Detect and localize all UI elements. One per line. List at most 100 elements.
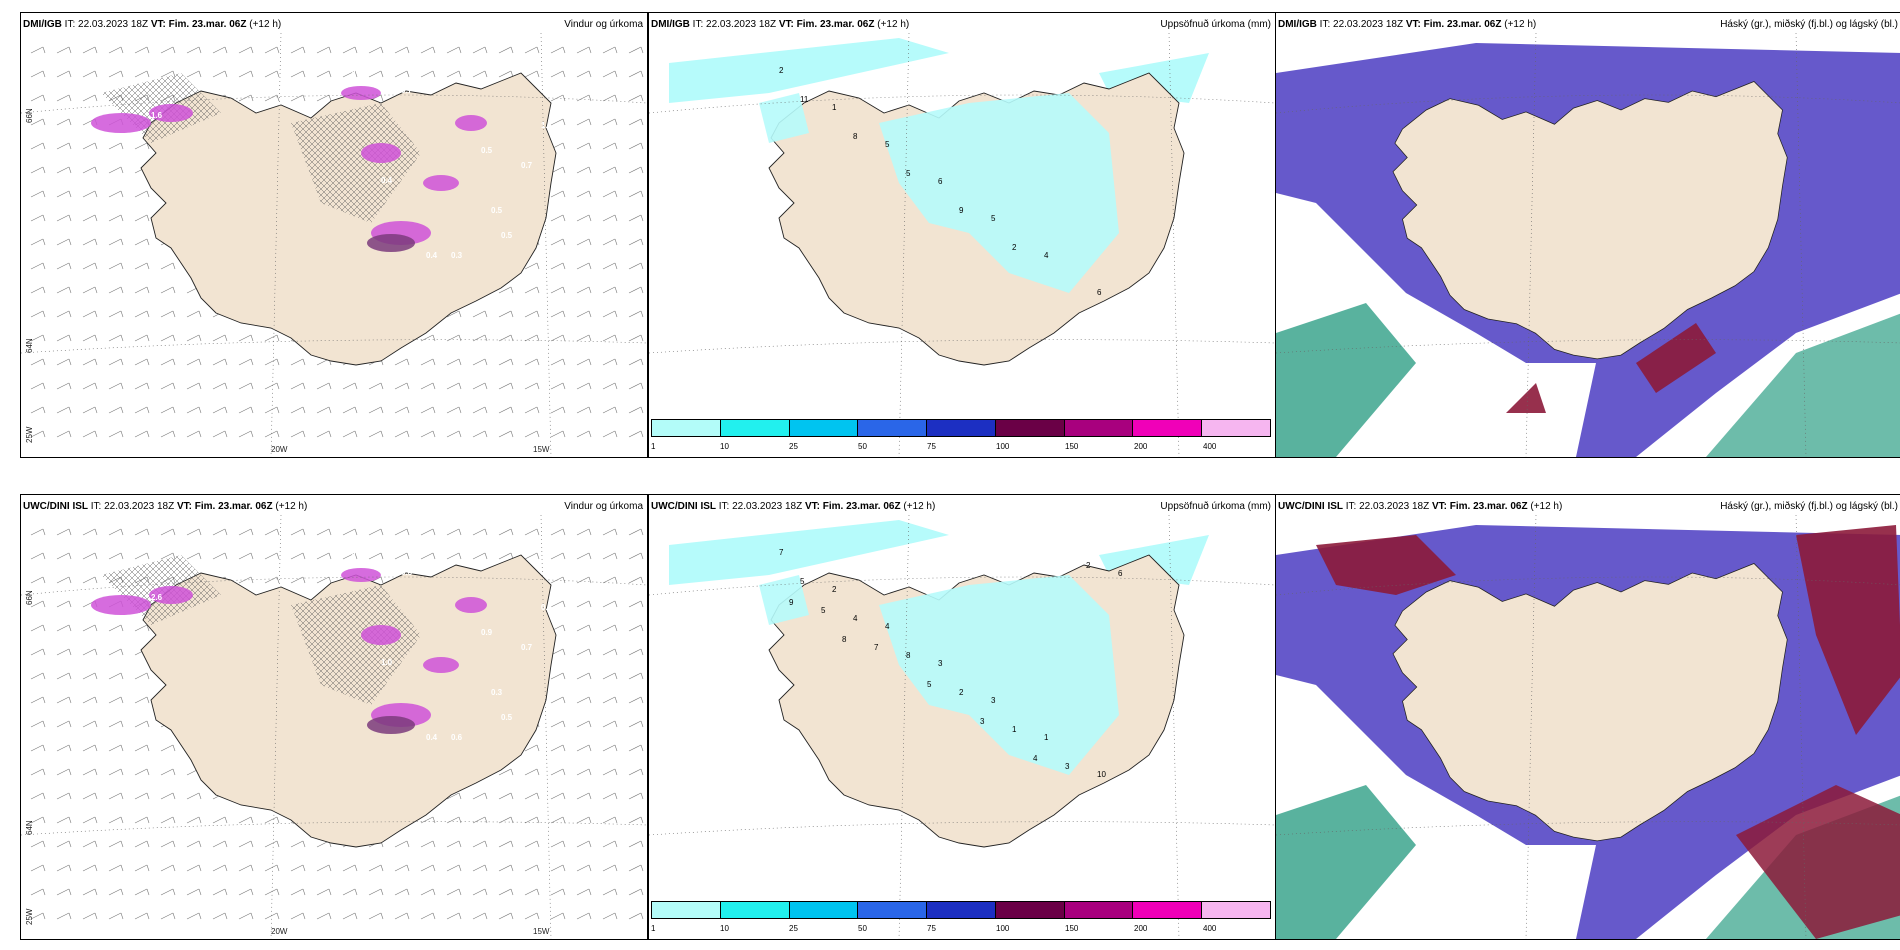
precip-value-label: 6	[1118, 569, 1123, 578]
colorbar-tick-label: 50	[858, 442, 867, 451]
precip-value-label: 0.3	[451, 251, 463, 260]
precip-value-label: 5	[885, 140, 890, 149]
header-it-label: IT:	[692, 19, 704, 30]
precip-blob	[91, 113, 151, 133]
precip-hatch	[291, 585, 421, 705]
axis-label: 20W	[271, 445, 288, 454]
precip-value-label: 0.4	[426, 251, 438, 260]
precip-value-label: 0.6	[351, 66, 363, 75]
low-cloud-area	[1276, 303, 1416, 457]
colorbar-swatch	[1064, 902, 1134, 918]
panel-title: Vindur og úrkoma	[564, 501, 643, 512]
precip-value-label: 4	[853, 614, 858, 623]
panel-title: Uppsöfnuð úrkoma (mm)	[1160, 501, 1271, 512]
precip-value-label: 2.6	[151, 593, 163, 602]
colorbar-swatch	[927, 420, 996, 436]
colorbar-swatch	[652, 902, 721, 918]
map-panel-wind: UWC/DINI ISL IT: 22.03.2023 18Z VT: Fim.…	[20, 494, 648, 940]
precip-value-label: 3	[980, 717, 985, 726]
header-vt: Fim. 23.mar. 06Z	[1449, 501, 1528, 512]
header-it: 22.03.2023 18Z	[104, 501, 175, 512]
colorbar-swatch	[1202, 902, 1271, 918]
header-vt: Fim. 23.mar. 06Z	[822, 501, 901, 512]
precip-value-label: 1.1	[541, 121, 553, 130]
colorbar-swatch	[1064, 420, 1134, 436]
precip-value-label: 4	[885, 622, 890, 631]
precip-value-label: 1.1	[126, 136, 138, 145]
precip-value-label: 2	[1086, 561, 1091, 570]
precip-value-label: 0.5	[501, 713, 513, 722]
header-it-label: IT:	[64, 19, 76, 30]
panel-title: Uppsöfnuð úrkoma (mm)	[1160, 19, 1271, 30]
precip-area	[759, 93, 809, 143]
colorbar-tick-label: 150	[1065, 924, 1079, 933]
colorbar-tick-label: 400	[1203, 924, 1217, 933]
header-model: DMI/IGB	[23, 19, 62, 30]
graticule	[649, 33, 1275, 457]
colorbar-swatch	[858, 902, 928, 918]
precip-value-label: 8	[906, 651, 911, 660]
precip-value-label: 4	[1033, 754, 1038, 763]
panel-title: Háský (gr.), miðský (fj.bl.) og lágský (…	[1720, 501, 1898, 512]
colorbar-tick-label: 10	[720, 924, 729, 933]
precip-blob	[455, 597, 487, 613]
precip-value-label: 0.7	[521, 643, 533, 652]
precip-value-label: 5	[927, 680, 932, 689]
precip-blob	[341, 86, 381, 100]
map-cloud	[1276, 515, 1900, 939]
colorbar-swatch	[720, 902, 790, 918]
colorbar-tick-label: 400	[1203, 442, 1217, 451]
axis-label: 66N	[25, 108, 34, 123]
axis-label: 25W	[25, 426, 34, 443]
precip-value-label: 0.5	[491, 206, 503, 215]
header-model: DMI/IGB	[1278, 19, 1317, 30]
precip-hatch	[291, 103, 421, 223]
colorbar-tick-label: 25	[789, 442, 798, 451]
precip-value-label: 0.4	[541, 603, 553, 612]
header-vt-label: VT:	[1431, 501, 1447, 512]
header-vt: Fim. 23.mar. 06Z	[194, 501, 273, 512]
precip-value-label: 9	[789, 598, 794, 607]
panel-title: Háský (gr.), miðský (fj.bl.) og lágský (…	[1720, 19, 1898, 30]
map-panel-cloud: DMI/IGB IT: 22.03.2023 18Z VT: Fim. 23.m…	[1275, 12, 1900, 458]
precip-value-label: 2	[779, 66, 784, 75]
precip-value-label: 1.5	[126, 618, 138, 627]
axis-label: 20W	[271, 927, 288, 936]
colorbar-tick-label: 50	[858, 924, 867, 933]
precip-blob	[91, 595, 151, 615]
header-it: 22.03.2023 18Z	[706, 19, 777, 30]
colorbar-tick-label: 100	[996, 442, 1010, 451]
precip-value-label: 5	[906, 169, 911, 178]
precip-value-label: 7	[874, 643, 879, 652]
map-panel-wind: DMI/IGB IT: 22.03.2023 18Z VT: Fim. 23.m…	[20, 12, 648, 458]
colorbar-swatch	[789, 420, 859, 436]
precip-area	[759, 575, 809, 625]
precip-blob	[361, 625, 401, 645]
precip-area	[879, 575, 1119, 775]
precip-value-label: 0.5	[481, 146, 493, 155]
header-vt-label: VT:	[150, 19, 166, 30]
header-vt-label: VT:	[1405, 19, 1421, 30]
precip-value-label: 5	[800, 577, 805, 586]
panel-title: Vindur og úrkoma	[564, 19, 643, 30]
precip-value-label: 6	[1097, 288, 1102, 297]
panel-header: DMI/IGB IT: 22.03.2023 18Z VT: Fim. 23.m…	[651, 19, 909, 30]
precip-value-label: 3	[938, 659, 943, 668]
colorbar-swatch	[1202, 420, 1271, 436]
header-vt-label: VT:	[804, 501, 820, 512]
map-cloud	[1276, 33, 1900, 457]
precip-blob	[149, 104, 193, 122]
precip-value-label: 0.6	[451, 733, 463, 742]
axis-label: 15W	[533, 927, 550, 936]
colorbar-tick-label: 1	[651, 924, 656, 933]
colorbar-swatch	[927, 902, 996, 918]
precip-value-label: 2	[959, 688, 964, 697]
high-cloud-area	[1736, 785, 1900, 939]
header-it: 22.03.2023 18Z	[78, 19, 149, 30]
precip-value-label: 8	[842, 635, 847, 644]
colorbar-swatch	[995, 420, 1065, 436]
high-cloud-area	[1796, 525, 1900, 735]
iceland-land	[1392, 563, 1788, 842]
header-it: 22.03.2023 18Z	[1333, 19, 1404, 30]
precip-value-label: 2	[832, 585, 837, 594]
